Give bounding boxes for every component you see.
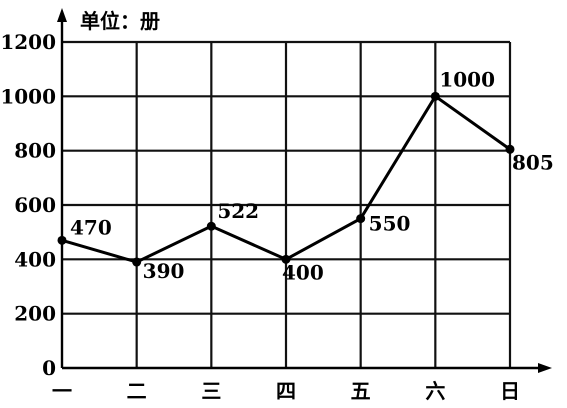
data-label: 400 [282,260,324,284]
data-label: 550 [369,212,411,236]
y-tick-label: 200 [14,302,56,326]
x-tick-label: 三 [201,379,221,403]
data-point [356,214,366,224]
y-tick-label: 1200 [0,30,56,54]
data-label: 1000 [439,67,495,91]
x-tick-label: 六 [425,379,445,403]
data-point [132,257,142,267]
data-point [206,221,216,231]
x-tick-label: 日 [500,379,520,403]
y-tick-label: 400 [14,247,56,271]
data-label: 470 [70,215,112,239]
data-label: 522 [217,199,259,223]
x-tick-label: 五 [351,379,371,403]
x-tick-label: 二 [127,379,147,403]
data-labels: 470 390 522 400 550 1000 805 [70,67,554,284]
y-tick-label: 1000 [0,84,56,108]
y-tick-label: 600 [14,193,56,217]
x-tick-label: 一 [52,379,72,403]
data-point [430,91,440,101]
y-axis-arrow [57,8,67,22]
data-point [281,254,291,264]
axes [57,8,552,373]
data-label: 390 [143,259,185,283]
data-points [57,91,515,267]
data-point [505,144,515,154]
unit-label: 单位：册 [80,9,160,33]
x-axis-ticks: 一二三四五六日 [52,379,520,403]
data-point [57,235,67,245]
x-tick-label: 四 [276,379,296,403]
x-axis-arrow [538,363,552,373]
y-tick-label: 800 [14,139,56,163]
y-tick-label: 0 [42,356,56,380]
data-label: 805 [512,150,554,174]
y-axis-ticks: 0 200 400 600 800 1000 1200 [0,30,56,380]
